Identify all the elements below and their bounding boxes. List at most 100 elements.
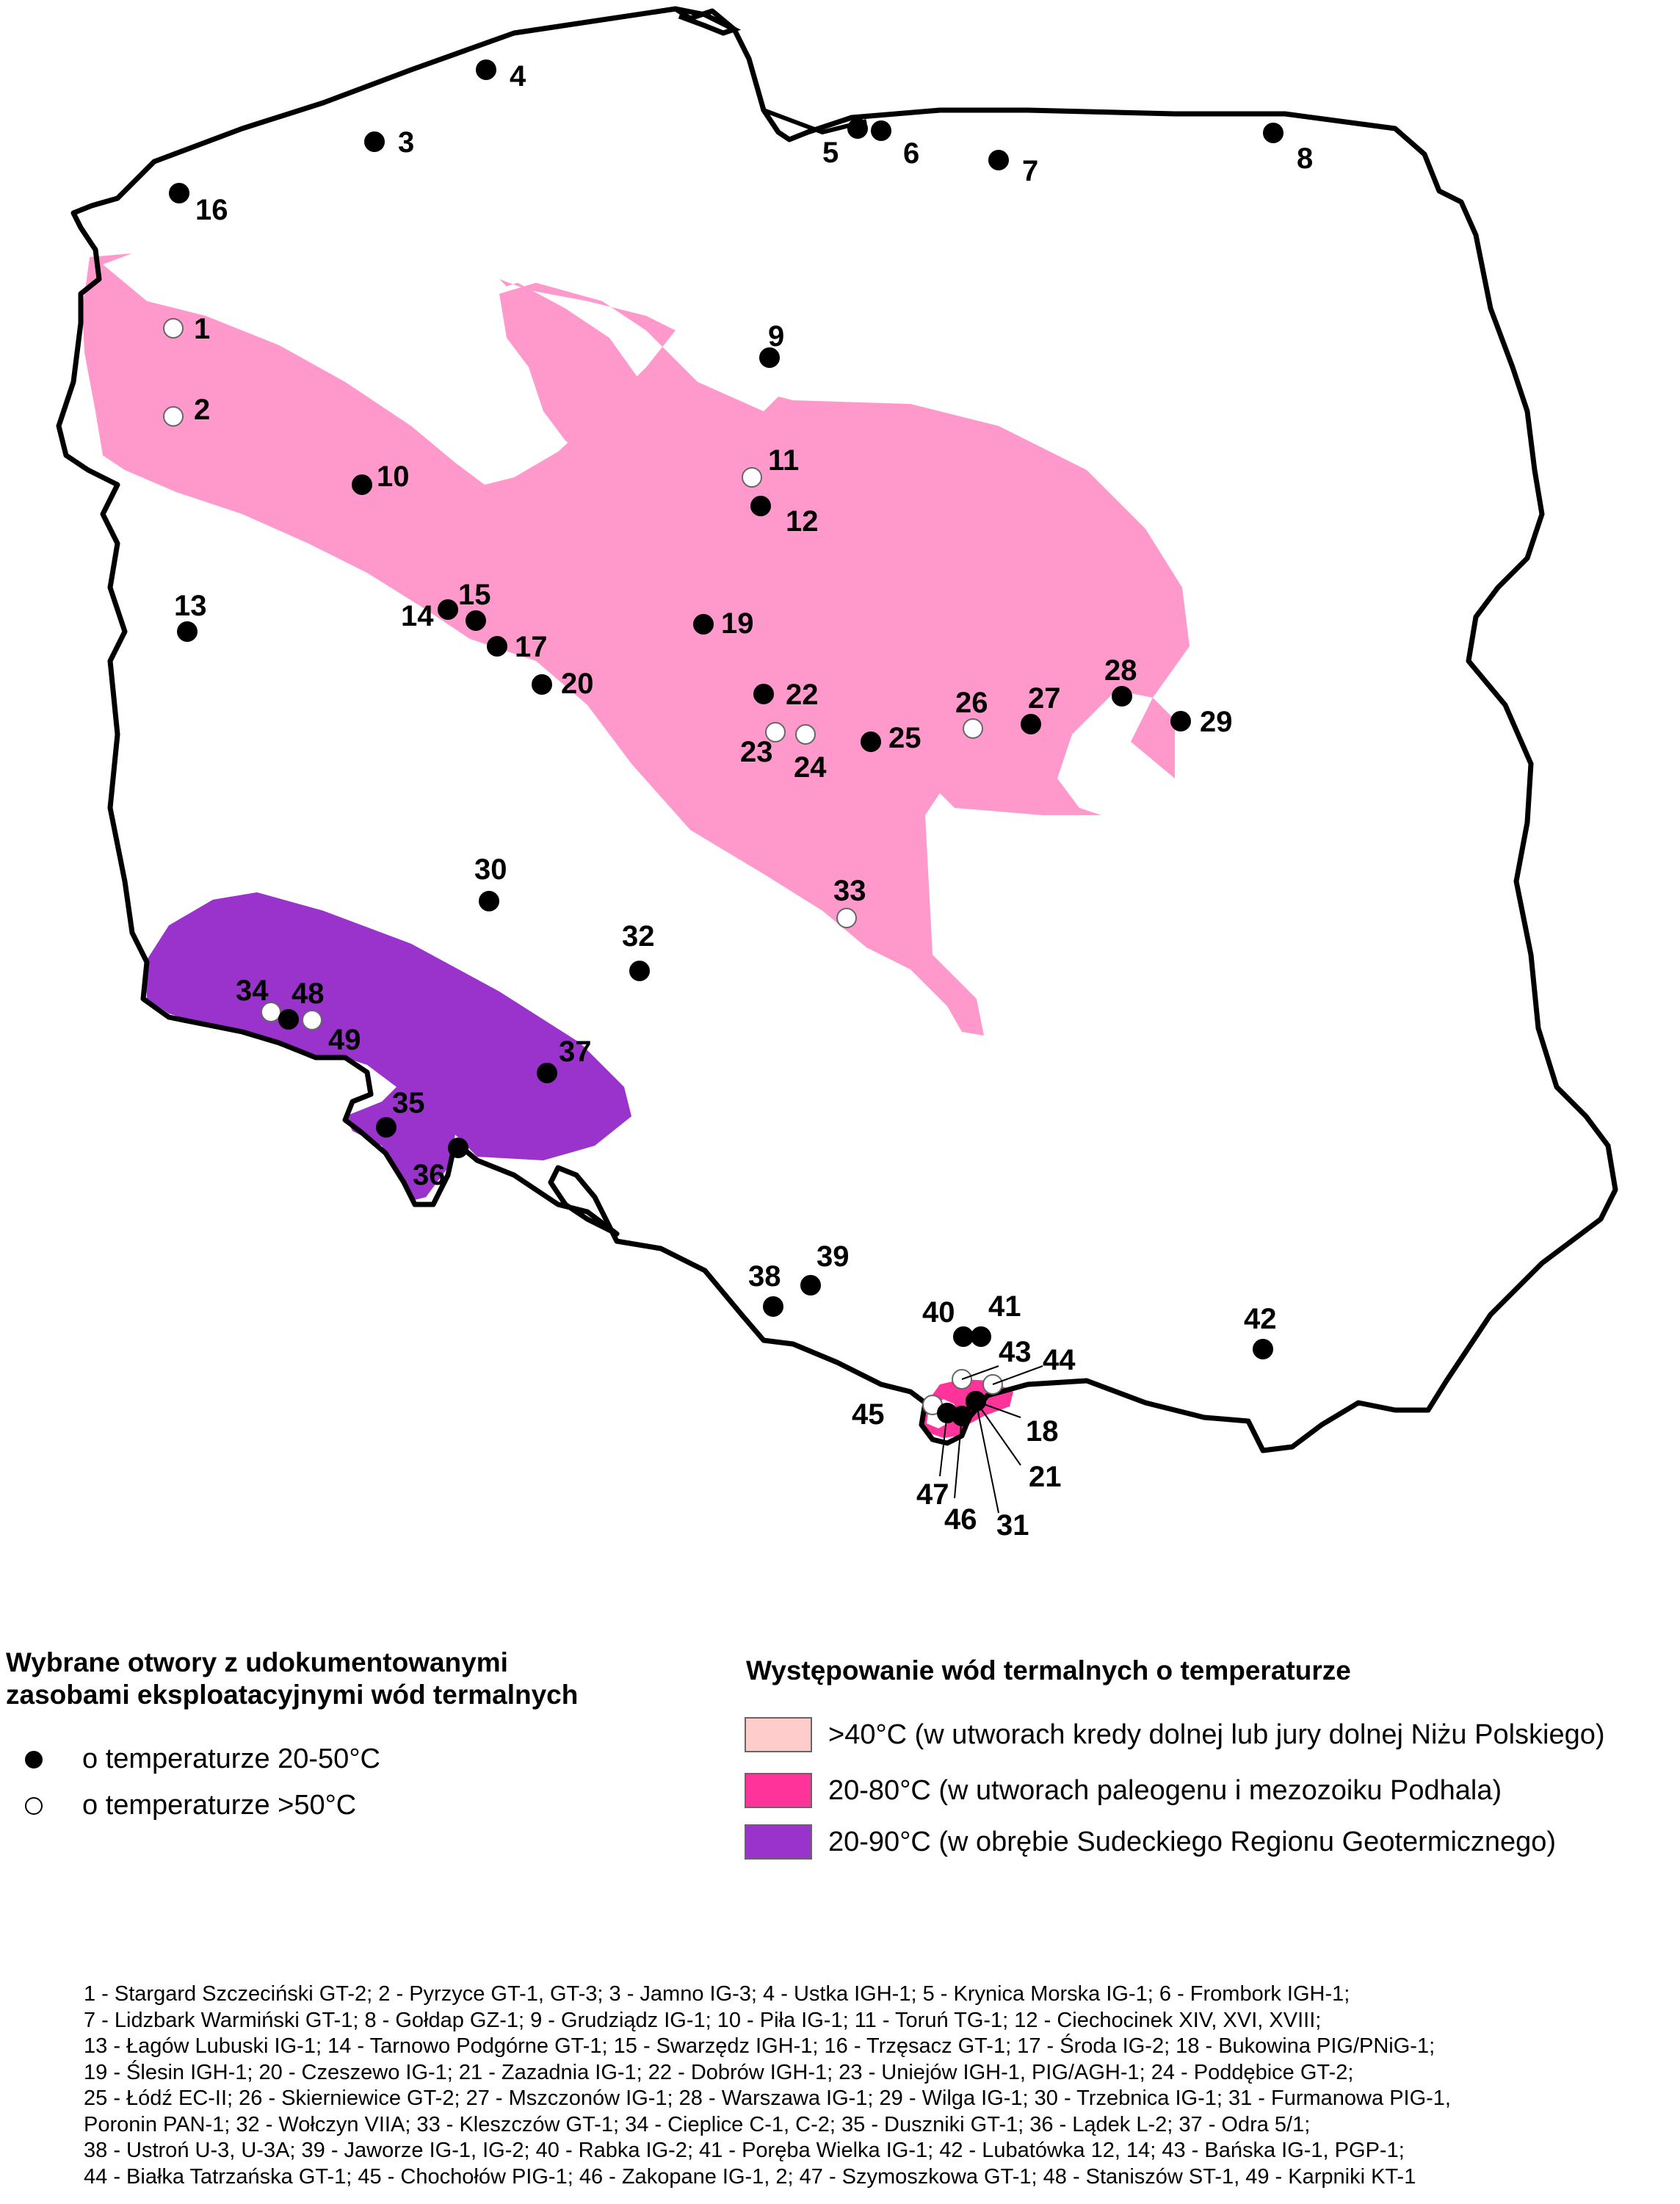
footnote-line: 25 - Łódź EC-II; 26 - Skierniewice GT-2;… (84, 2086, 1451, 2110)
warm-well-marker (476, 59, 496, 80)
well-number-label: 19 (721, 607, 754, 640)
poland-border (56, 6, 1618, 1453)
well-number-label: 4 (510, 60, 526, 93)
warm-well-marker (532, 674, 552, 695)
warm-well-marker (1021, 714, 1041, 734)
well-number-label: 34 (236, 975, 269, 1007)
warm-well-marker (448, 1138, 468, 1158)
well-number-label: 48 (292, 978, 325, 1010)
well-number-label: 6 (903, 137, 919, 170)
warm-well-marker (364, 131, 385, 152)
legend-zones-title: Występowanie wód termalnych o temperatur… (746, 1655, 1351, 1685)
well-number-label: 20 (561, 668, 594, 700)
warm-well-marker (953, 1326, 974, 1347)
well-number-label: 7 (1022, 155, 1038, 187)
well-number-label: 2 (194, 394, 210, 426)
warm-well-marker (971, 1326, 991, 1347)
warm-well-marker (278, 1009, 299, 1030)
well-number-label: 41 (988, 1290, 1021, 1323)
footnote-line: 13 - Łagów Lubuski IG-1; 14 - Tarnowo Po… (84, 2034, 1435, 2058)
callout-line (939, 1412, 948, 1477)
warm-well-marker (177, 621, 198, 642)
well-number-label: 38 (748, 1260, 781, 1293)
lowland-thermal-zone (82, 253, 1190, 1036)
well-number-label: 16 (195, 194, 228, 226)
well-number-label: 35 (392, 1087, 425, 1119)
hot-well-marker (795, 724, 816, 745)
well-number-label: 44 (1043, 1344, 1076, 1376)
well-number-label: 12 (786, 505, 819, 538)
legend-wells-item-label: o temperaturze >50°C (82, 1790, 357, 1821)
well-number-label: 33 (833, 875, 866, 907)
footnote-line: 38 - Ustroń U-3, U-3A; 39 - Jaworze IG-1… (84, 2139, 1405, 2162)
warm-well-marker (763, 1296, 783, 1317)
well-number-label: 45 (852, 1398, 885, 1431)
well-number-label: 11 (768, 444, 799, 477)
well-number-label: 29 (1200, 706, 1233, 738)
warm-well-marker (479, 891, 499, 911)
callout-line (975, 1401, 1021, 1466)
well-number-label: 31 (996, 1509, 1029, 1542)
hot-well-marker (302, 1010, 322, 1030)
hot-well-marker (163, 406, 184, 427)
well-number-label: 9 (768, 320, 784, 353)
well-number-label: 23 (740, 736, 773, 768)
callout-line (975, 1401, 999, 1514)
warm-well-marker (871, 120, 891, 141)
well-number-label: 21 (1029, 1461, 1062, 1493)
warm-well-marker (629, 961, 650, 981)
podhale-swatch (745, 1773, 812, 1808)
warm-well-marker (988, 150, 1009, 170)
legend-wells-title: Wybrane otwory z udokumentowanymi zasoba… (6, 1647, 578, 1711)
legend-wells-title-line-1: Wybrane otwory z udokumentowanymi (6, 1647, 508, 1677)
legend-zone-label: 20-90°C (w obrębie Sudeckiego Regionu Ge… (828, 1826, 1557, 1857)
well-number-label: 25 (888, 722, 922, 754)
warm-well-marker (750, 496, 771, 516)
well-number-label: 47 (916, 1478, 949, 1511)
footnote-line: Poronin PAN-1; 32 - Wołczyn VIIA; 33 - K… (84, 2112, 1311, 2136)
well-number-label: 18 (1026, 1415, 1059, 1448)
hel-peninsula (675, 6, 742, 36)
well-number-label: 14 (401, 600, 434, 632)
footnote-line: 44 - Białka Tatrzańska GT-1; 45 - Chocho… (84, 2164, 1416, 2189)
well-number-label: 10 (377, 460, 410, 493)
legend-zone-label: >40°C (w utworach kredy dolnej lub jury … (828, 1719, 1605, 1750)
legend-zone-label: 20-80°C (w utworach paleogenu i mezozoik… (828, 1774, 1502, 1806)
hot-well-marker (261, 1002, 281, 1022)
footnote-line: 1 - Stargard Szczeciński GT-2; 2 - Pyrzy… (84, 1982, 1350, 2006)
well-number-label: 37 (559, 1036, 592, 1068)
warm-well-marker (800, 1275, 821, 1296)
hollow-dot-icon (25, 1796, 43, 1815)
warm-well-marker (438, 599, 458, 620)
warm-well-marker (753, 684, 774, 704)
callout-line (961, 1365, 999, 1380)
well-number-label: 43 (999, 1336, 1032, 1368)
well-list-footnote: 1 - Stargard Szczeciński GT-2; 2 - Pyrzy… (84, 1981, 1655, 2190)
well-number-label: 46 (944, 1503, 977, 1536)
legend-zone-lowland: >40°C (w utworach kredy dolnej lub jury … (745, 1717, 1605, 1752)
vistula-lagoon (762, 108, 867, 135)
warm-well-marker (466, 610, 486, 631)
well-number-label: 49 (328, 1024, 361, 1056)
well-number-label: 22 (786, 679, 819, 711)
legend-wells-item-label: o temperaturze 20-50°C (82, 1744, 380, 1774)
filled-dot-icon (25, 1750, 43, 1768)
well-number-label: 3 (398, 126, 414, 159)
callout-line (954, 1415, 963, 1499)
well-number-label: 28 (1104, 654, 1137, 687)
warm-well-marker (537, 1063, 557, 1083)
callout-line (992, 1365, 1043, 1385)
legend-wells-title-line-2: zasobami eksploatacyjnymi wód termalnych (6, 1680, 579, 1710)
warm-well-marker (169, 183, 189, 203)
legend-wells-item-hot: o temperaturze >50°C (25, 1790, 356, 1821)
warm-well-marker (759, 347, 780, 368)
well-number-label: 8 (1297, 142, 1313, 175)
well-number-label: 36 (413, 1159, 446, 1191)
warm-well-marker (693, 614, 714, 635)
well-callout-lines (939, 1365, 1043, 1514)
warm-well-marker (1112, 686, 1132, 707)
sudety-thermal-zone (145, 892, 631, 1201)
hot-well-marker (836, 908, 857, 928)
hot-well-marker (742, 467, 762, 488)
well-number-label: 1 (194, 313, 210, 345)
